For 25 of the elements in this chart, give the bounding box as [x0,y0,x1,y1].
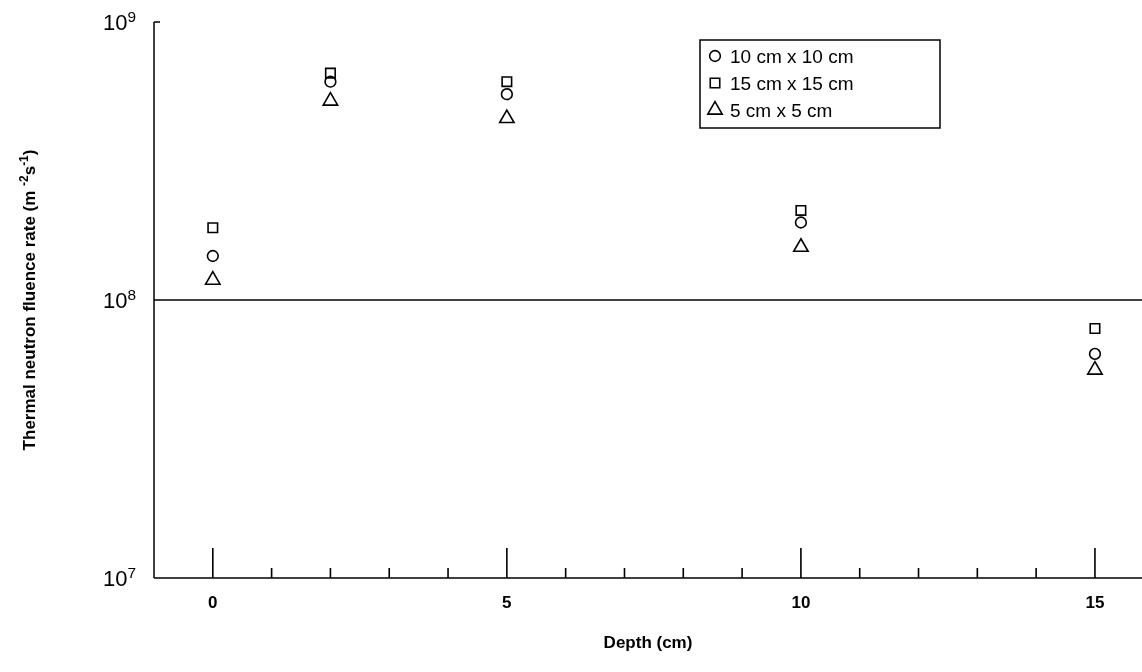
point [207,222,219,234]
point [795,204,807,216]
point [206,249,219,263]
point [500,88,514,101]
legend-label: 10 cm x 10 cm [730,46,854,67]
x-tick-label: 0 [208,593,218,612]
y-tick-label: 10$^{7}$ [102,563,136,591]
point [1088,347,1102,361]
point [794,216,808,229]
point [204,270,221,285]
x-tick-label: 5 [502,593,512,612]
x-tick-label: 15 [1085,593,1105,612]
x-tick-label: 10 [791,593,811,612]
point [501,76,513,88]
point [1089,322,1101,334]
legend-label: 5 cm x 5 cm [730,100,833,121]
point [792,237,809,253]
y-tick-label: 10$^{9}$ [102,7,136,35]
point [324,67,336,79]
point [498,109,515,124]
point [324,75,337,88]
point [1086,360,1103,375]
legend-label: 15 cm x 15 cm [730,73,854,94]
x-axis-title: Depth (cm) [603,633,693,652]
y-tick-label: 10$^{8}$ [102,285,136,313]
